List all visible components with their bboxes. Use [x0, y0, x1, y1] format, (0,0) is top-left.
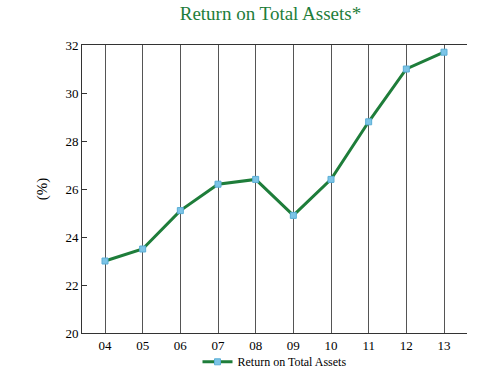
svg-text:09: 09 [287, 338, 300, 353]
svg-text:(%): (%) [34, 178, 51, 201]
svg-text:Return on Total Assets*: Return on Total Assets* [180, 3, 361, 24]
svg-text:20: 20 [65, 326, 78, 341]
svg-text:05: 05 [136, 338, 149, 353]
svg-text:04: 04 [99, 338, 113, 353]
svg-text:26: 26 [65, 182, 79, 197]
svg-text:07: 07 [212, 338, 226, 353]
svg-text:10: 10 [325, 338, 338, 353]
svg-text:24: 24 [65, 230, 79, 245]
svg-text:22: 22 [65, 278, 78, 293]
svg-text:06: 06 [174, 338, 188, 353]
svg-text:13: 13 [438, 338, 451, 353]
svg-text:08: 08 [249, 338, 262, 353]
svg-text:12: 12 [400, 338, 413, 353]
svg-text:32: 32 [65, 38, 78, 53]
svg-text:11: 11 [362, 338, 375, 353]
svg-text:28: 28 [65, 134, 78, 149]
svg-text:Return on Total Assets: Return on Total Assets [238, 355, 347, 369]
svg-text:30: 30 [65, 86, 78, 101]
